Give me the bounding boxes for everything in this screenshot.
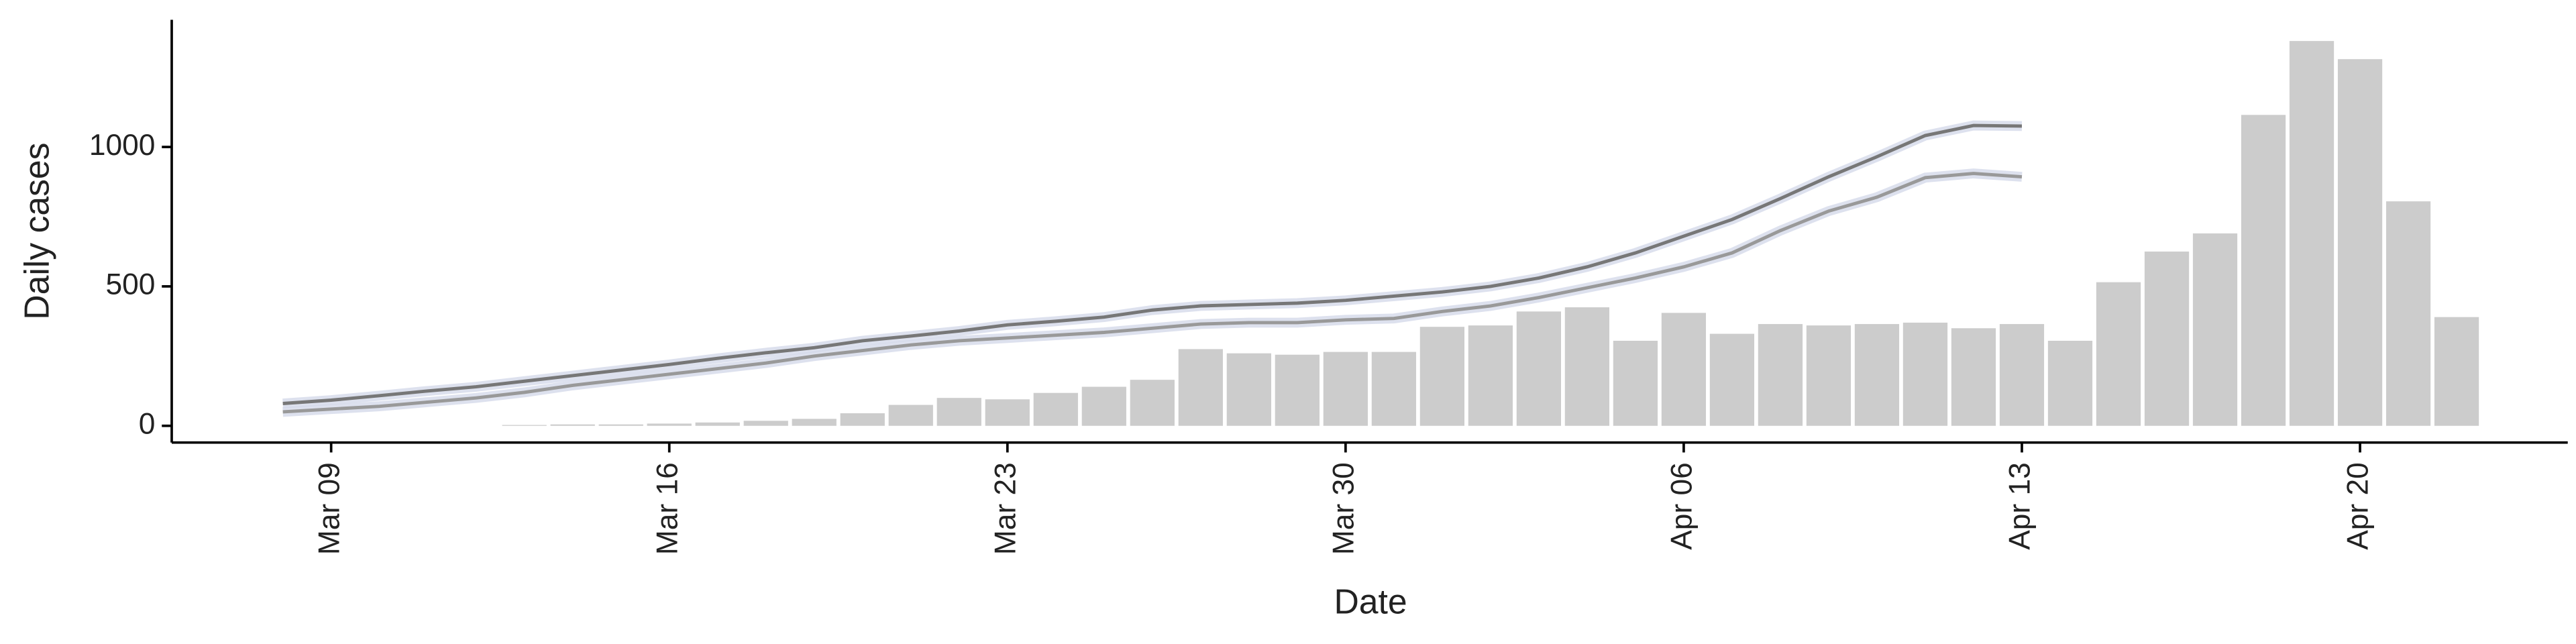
bar (1854, 324, 1900, 426)
bar (2241, 115, 2286, 426)
line (282, 172, 2023, 414)
bar (2385, 201, 2431, 426)
bar (1951, 328, 1996, 426)
bar (936, 398, 981, 426)
bar (985, 399, 1030, 426)
bar (2096, 282, 2141, 426)
bar (1178, 349, 1223, 426)
bar (840, 413, 885, 426)
bar (2434, 317, 2479, 426)
bar (2192, 233, 2238, 426)
bar (743, 421, 788, 426)
bar (1033, 392, 1078, 426)
bar (1613, 340, 1658, 426)
x-tick-label: Apr 20 (2342, 462, 2375, 550)
x-tick-label: Mar 16 (651, 462, 684, 555)
y-tick-label: 0 (139, 407, 156, 440)
bar (1709, 333, 1755, 426)
bar (1999, 324, 2045, 426)
bar (888, 405, 933, 426)
bar (1081, 386, 1126, 426)
bar (1902, 322, 1948, 426)
bar (1226, 353, 1271, 426)
y-axis-label: Daily cases (17, 142, 56, 319)
x-tick-label: Mar 09 (313, 462, 345, 555)
x-tick-label: Mar 23 (989, 462, 1022, 555)
x-axis-label: Date (1334, 582, 1407, 621)
bar (1661, 313, 1707, 426)
bar (1419, 327, 1464, 426)
bar (1275, 354, 1320, 426)
bar (2047, 340, 2093, 426)
bar (2144, 251, 2190, 426)
bar (1323, 352, 1368, 426)
x-tick-label: Apr 13 (2004, 462, 2037, 550)
bar (502, 425, 547, 426)
bar (2337, 59, 2383, 426)
y-tick-label: 500 (105, 268, 155, 301)
bar (598, 424, 643, 426)
bar (1468, 325, 1513, 426)
x-tick-label: Mar 30 (1328, 462, 1360, 555)
bar (1130, 380, 1175, 426)
bar (647, 423, 692, 426)
x-tick-label: Apr 06 (1666, 462, 1699, 550)
bar (1516, 311, 1562, 426)
bar (550, 424, 595, 426)
y-tick-label: 1000 (89, 129, 156, 162)
bar (1371, 352, 1416, 426)
bar (1564, 307, 1610, 426)
bar (792, 419, 837, 426)
bar (1806, 325, 1851, 426)
bar (2289, 41, 2334, 426)
bar (1758, 324, 1803, 426)
bar (695, 422, 740, 426)
line (282, 123, 2023, 405)
